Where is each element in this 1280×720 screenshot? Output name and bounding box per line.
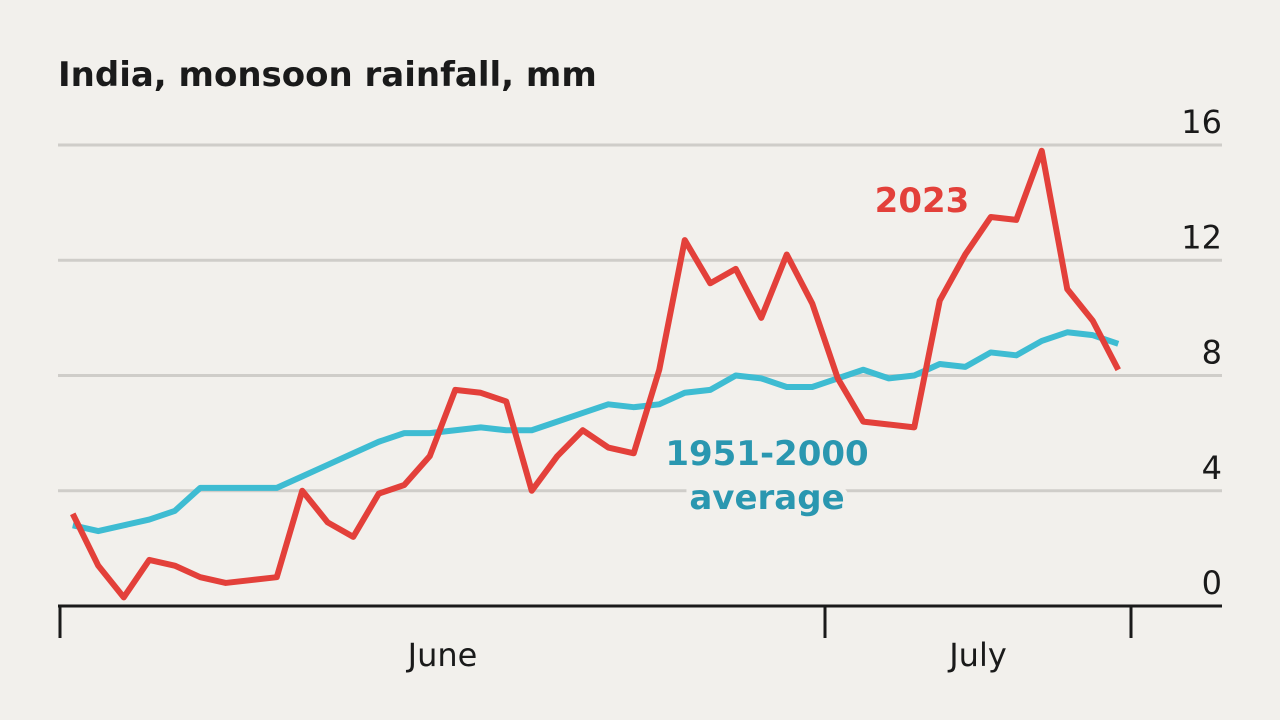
month-label: July (947, 636, 1007, 674)
y-tick-label: 16 (1181, 103, 1222, 141)
series-label-line: 1951-2000 (665, 434, 868, 474)
y-tick-label: 0 (1202, 564, 1222, 602)
chart-title: India, monsoon rainfall, mm (58, 55, 597, 95)
line-series (72, 329, 1120, 535)
y-tick-label: 12 (1181, 218, 1222, 256)
month-label: June (406, 636, 478, 674)
series-label: 1951-2000 average (665, 434, 868, 518)
y-tick-label: 8 (1202, 334, 1222, 372)
y-tick-label: 4 (1202, 449, 1222, 487)
series-label-line: average (689, 478, 844, 518)
series-label: 2023 (875, 181, 970, 221)
line-series (70, 147, 1121, 601)
